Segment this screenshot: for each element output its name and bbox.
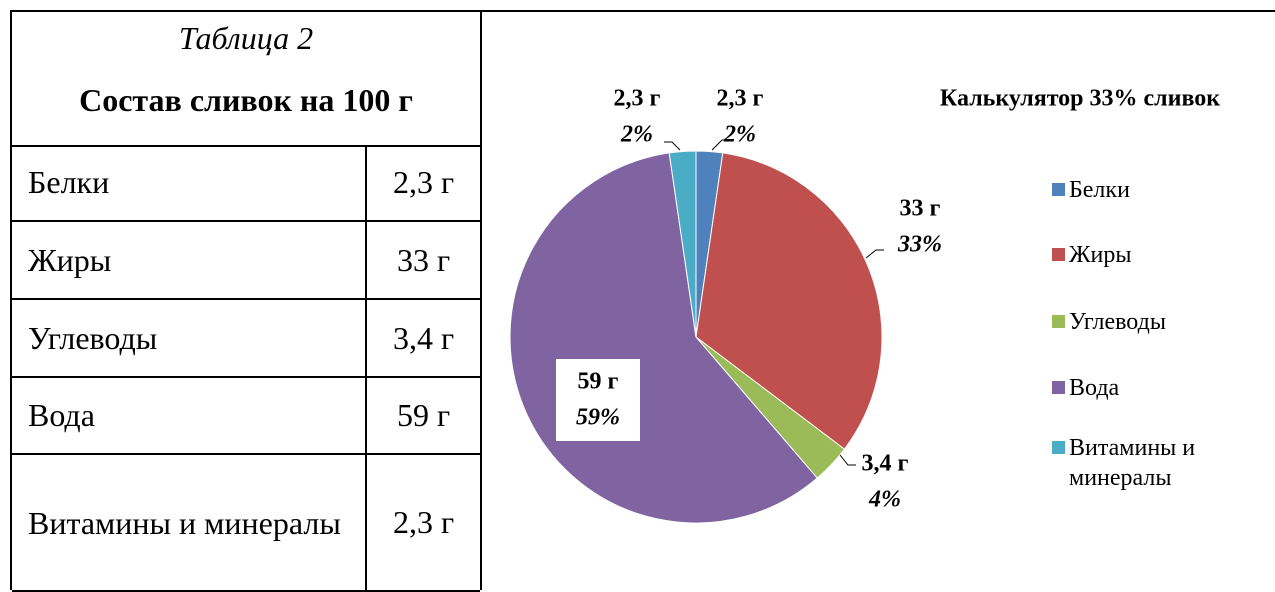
legend-label: Вода — [1069, 375, 1120, 401]
divider — [480, 10, 482, 590]
legend-swatch — [1052, 183, 1065, 196]
percent-label: 33% — [897, 232, 942, 258]
legend-label: Витамины и минералы — [1069, 435, 1196, 491]
row-label: Витамины и минералы — [12, 455, 367, 592]
legend-swatch — [1052, 441, 1065, 454]
percent-label: 4% — [868, 487, 901, 513]
percent-label: 2% — [723, 122, 756, 148]
percent-label: 59% — [576, 405, 620, 431]
legend-item: Вода — [1052, 373, 1252, 403]
value-label: 33 г — [900, 196, 941, 222]
legend-label: Углеводы — [1069, 309, 1166, 335]
legend-swatch — [1052, 381, 1065, 394]
left-border — [10, 10, 12, 590]
legend-swatch — [1052, 315, 1065, 328]
value-label: 2,3 г — [614, 86, 661, 112]
leader-line — [664, 141, 681, 151]
legend-label: Белки — [1069, 177, 1130, 203]
leader-line — [711, 139, 730, 151]
chart-title: Калькулятор 33% сливок — [940, 86, 1220, 112]
row-label: Белки — [12, 145, 367, 222]
row-label: Углеводы — [12, 300, 367, 378]
row-label: Жиры — [12, 222, 367, 300]
legend-item: Белки — [1052, 175, 1252, 205]
label-box — [556, 359, 640, 441]
value-label: 3,4 г — [862, 451, 909, 477]
legend-item: Жиры — [1052, 240, 1252, 270]
value-label: 59 г — [578, 369, 619, 395]
row-label: Вода — [12, 378, 367, 455]
legend-item: Витамины и минералы — [1052, 433, 1252, 493]
leader-line — [865, 249, 884, 259]
table-caption: Таблица 2 — [178, 20, 314, 56]
top-border — [10, 10, 1275, 12]
row-value: 33 г — [367, 222, 480, 300]
row-value: 3,4 г — [367, 300, 480, 378]
legend-label: Жиры — [1069, 242, 1132, 268]
pie-slice — [695, 152, 883, 450]
legend-swatch — [1052, 248, 1065, 261]
pie-slice — [668, 150, 697, 338]
leader-line — [839, 454, 856, 466]
row-value: 59 г — [367, 378, 480, 455]
legend-item: Углеводы — [1052, 307, 1252, 337]
header-bottom — [12, 145, 480, 147]
table-title: Состав сливок на 100 г — [79, 82, 413, 118]
percent-label: 2% — [620, 122, 653, 148]
value-label: 2,3 г — [717, 86, 764, 112]
row-value: 2,3 г — [367, 145, 480, 222]
